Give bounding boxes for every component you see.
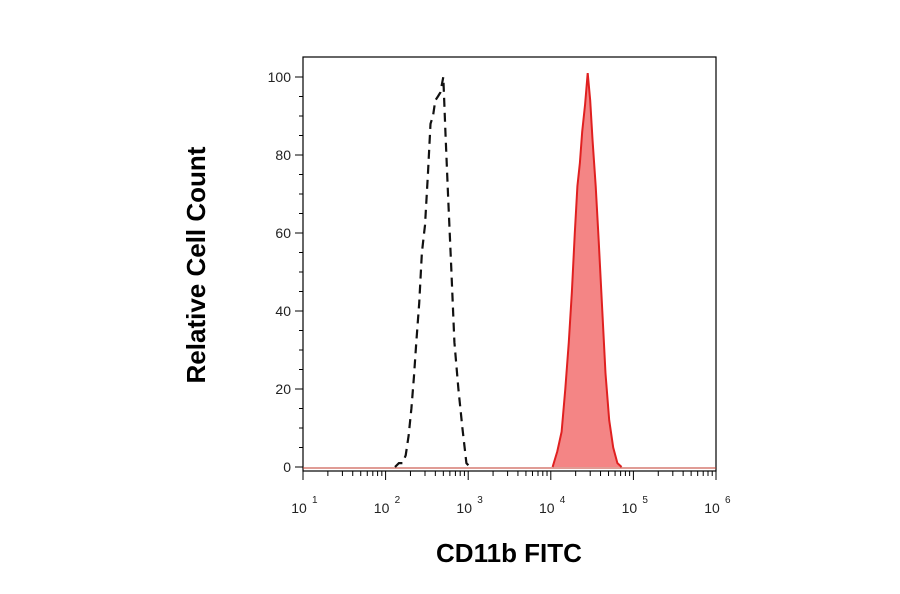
x-tick-label-5: 10 (622, 500, 638, 516)
x-tick-label-1: 10 (291, 500, 307, 516)
series-0-line (394, 76, 471, 468)
x-axis-title: CD11b FITC (436, 538, 582, 568)
y-tick-label-100: 100 (268, 69, 292, 85)
y-tick-label-0: 0 (283, 459, 291, 475)
x-tick-exponent-3: 3 (477, 495, 483, 506)
x-tick-label-6: 10 (704, 500, 720, 516)
y-axis-title: Relative Cell Count (181, 146, 211, 383)
y-tick-label-20: 20 (275, 381, 291, 397)
x-axis: 10 1 10 2 10 3 10 4 10 5 10 6 (291, 471, 731, 516)
y-tick-label-40: 40 (275, 303, 291, 319)
series-layer (303, 73, 716, 469)
x-tick-label-2: 10 (374, 500, 390, 516)
x-tick-label-3: 10 (456, 500, 472, 516)
x-tick-exponent-6: 6 (725, 495, 731, 506)
y-tick-label-80: 80 (275, 147, 291, 163)
series-1-outline (551, 73, 623, 468)
x-tick-exponent-1: 1 (312, 495, 318, 506)
y-tick-label-60: 60 (275, 225, 291, 241)
plot-frame (302, 56, 717, 472)
x-tick-exponent-2: 2 (395, 495, 401, 506)
x-tick-label-4: 10 (539, 500, 555, 516)
y-axis: 0 20 40 60 80 100 (268, 69, 303, 475)
x-tick-exponent-4: 4 (560, 495, 566, 506)
x-tick-exponent-5: 5 (642, 495, 648, 506)
